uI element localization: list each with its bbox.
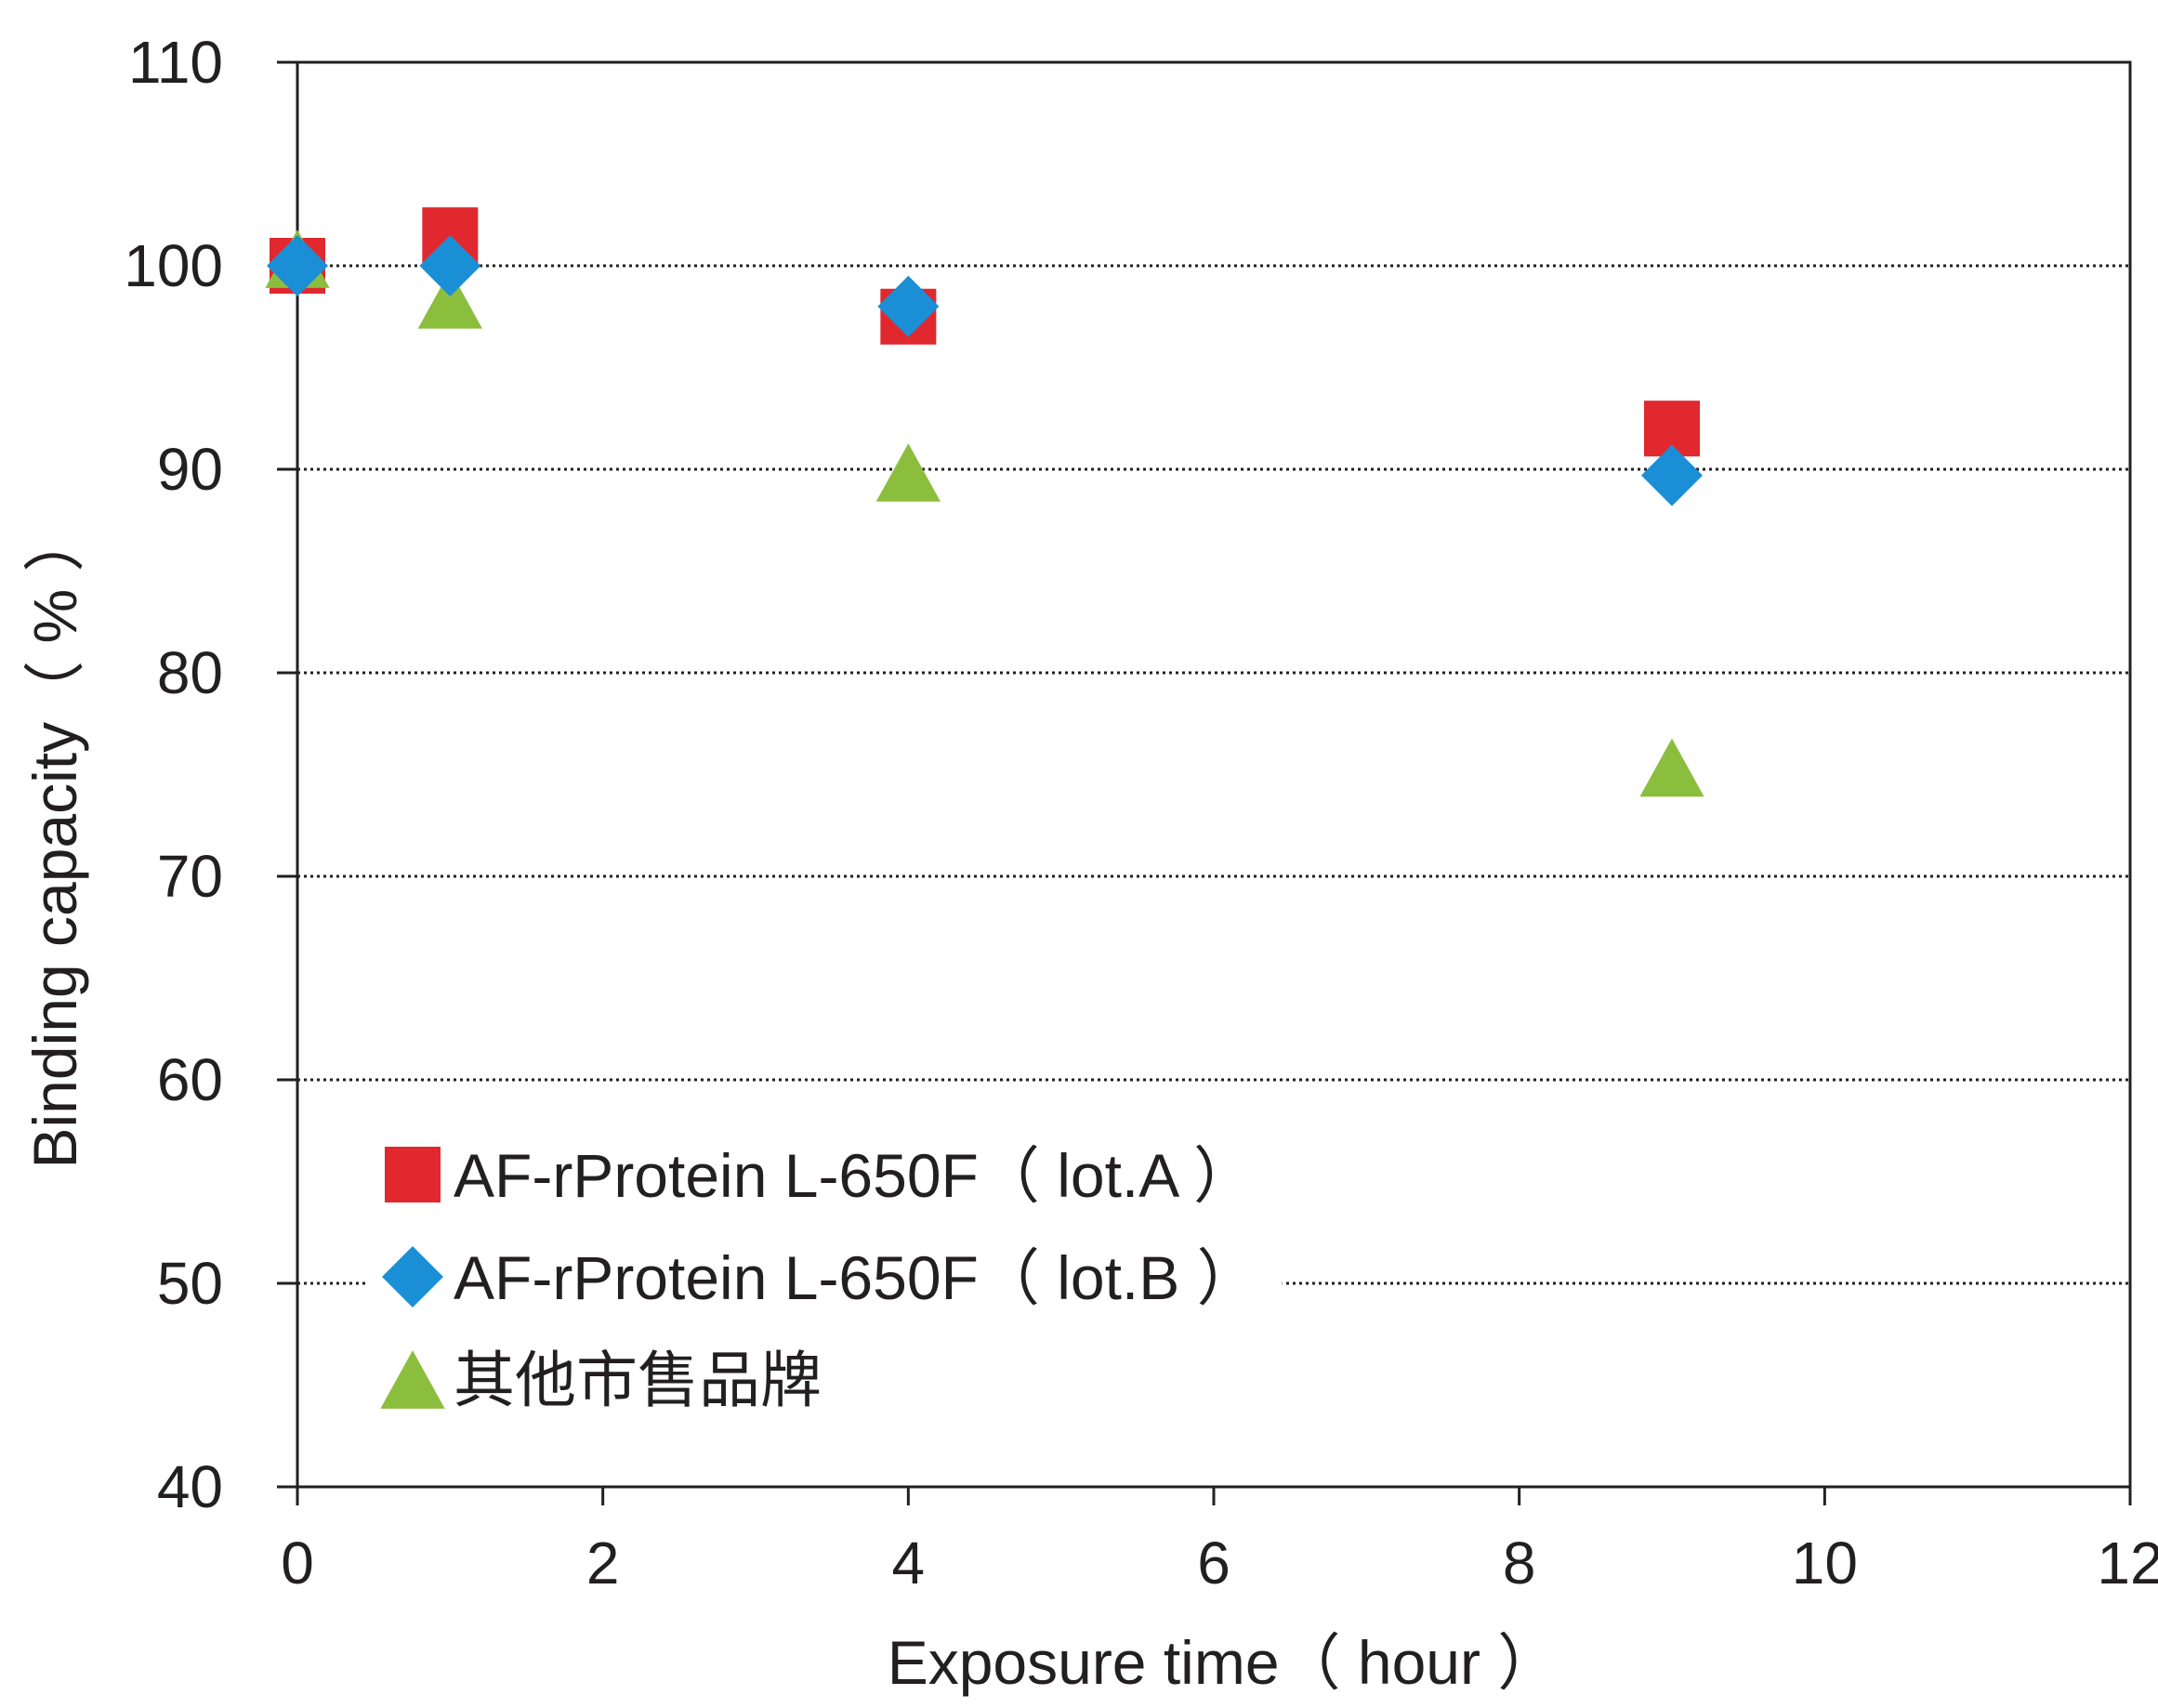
y-tick-label-110: 110 <box>128 29 223 96</box>
x-tick-label-4: 4 <box>892 1530 926 1596</box>
x-tick-label-8: 8 <box>1503 1530 1536 1596</box>
y-tick-label-60: 60 <box>157 1046 223 1113</box>
legend-label-triangle: 其他市售品牌 <box>454 1346 822 1414</box>
x-tick-label-2: 2 <box>586 1530 620 1596</box>
legend-item-background <box>366 1342 846 1416</box>
legend-label-diamond: AF-rProtein L-650F（ lot.B ） <box>454 1243 1258 1312</box>
legend-item-background <box>366 1240 1283 1314</box>
point-diamond-2 <box>877 275 940 337</box>
legend: AF-rProtein L-650F（ lot.A ） AF-rProtein L… <box>366 1137 1283 1416</box>
legend-label-square: AF-rProtein L-650F（ lot.A ） <box>454 1141 1255 1210</box>
x-tick-label-12: 12 <box>2097 1530 2158 1596</box>
x-axis-title: Exposure time（ hour ） <box>888 1628 1559 1697</box>
point-diamond-1 <box>419 235 481 296</box>
y-tick-label-80: 80 <box>157 639 223 706</box>
x-tick-label-10: 10 <box>1792 1530 1858 1596</box>
x-tick-label-6: 6 <box>1197 1530 1230 1596</box>
y-tick-label-70: 70 <box>157 843 223 910</box>
legend-marker-diamond <box>382 1246 443 1307</box>
y-tick-label-90: 90 <box>157 436 223 503</box>
point-triangle-2 <box>875 443 941 502</box>
legend-marker-square <box>385 1147 441 1202</box>
point-triangle-3 <box>1639 738 1704 797</box>
point-triangle-1 <box>417 269 482 329</box>
x-tick-label-0: 0 <box>281 1530 314 1596</box>
axes: 40 50 60 70 80 90 100 110 0 2 4 6 8 10 12 <box>124 29 2158 1596</box>
y-tick-label-50: 50 <box>157 1250 223 1317</box>
legend-item-background <box>366 1137 1279 1212</box>
point-diamond-0 <box>267 235 328 296</box>
legend-marker-triangle <box>380 1350 445 1409</box>
point-diamond-3 <box>1641 444 1703 506</box>
data-points <box>265 207 1704 797</box>
y-axis-title: Binding capacity（ % ） <box>20 511 89 1169</box>
y-tick-label-40: 40 <box>157 1453 223 1520</box>
y-tick-label-100: 100 <box>124 232 223 299</box>
